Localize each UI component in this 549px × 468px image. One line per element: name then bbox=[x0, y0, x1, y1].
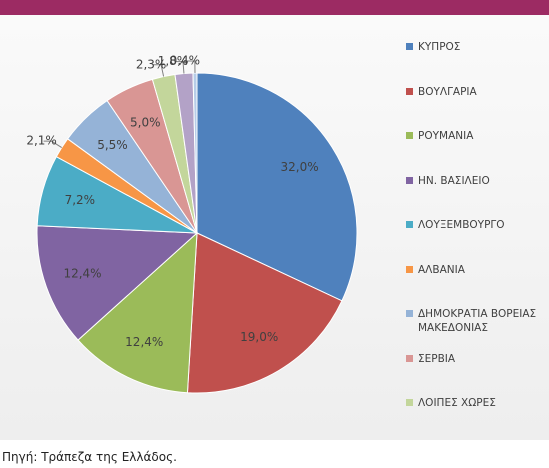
legend-swatch bbox=[406, 87, 413, 95]
pie-slice bbox=[77, 231, 198, 394]
legend-label: ΑΛΒΑΝΙΑ bbox=[418, 263, 465, 276]
legend-swatch bbox=[406, 176, 413, 184]
data-label: 32,0% bbox=[281, 160, 319, 174]
legend-label: ΔΗΜΟΚΡΑΤΙΑ ΒΟΡΕΙΑΣ ΜΑΚΕΔΟΝΙΑΣ bbox=[418, 308, 537, 334]
data-label: 1,8% bbox=[158, 54, 189, 68]
leader-line bbox=[186, 60, 196, 74]
leader-line bbox=[174, 61, 185, 74]
data-label: 5,5% bbox=[97, 138, 128, 152]
legend-swatch bbox=[406, 43, 413, 50]
legend-label: ΡΟΥΜΑΝΙΑ bbox=[418, 130, 474, 142]
legend-swatch bbox=[406, 399, 413, 406]
legend-swatch bbox=[406, 132, 413, 139]
pie-slice bbox=[36, 225, 199, 341]
data-label: 2,3% bbox=[136, 57, 167, 71]
data-label: 2,1% bbox=[26, 134, 57, 148]
legend-label: ΚΥΠΡΟΣ bbox=[418, 41, 461, 53]
legend-swatch bbox=[406, 265, 413, 273]
pie-slice bbox=[196, 72, 358, 302]
header-banner bbox=[0, 0, 549, 15]
legend-label: ΣΕΡΒΙΑ bbox=[418, 352, 456, 365]
data-label: 5,0% bbox=[130, 115, 161, 129]
data-label: 19,0% bbox=[240, 330, 278, 344]
data-label: 0,4% bbox=[170, 54, 201, 68]
leader-line bbox=[43, 140, 62, 148]
pie-slice bbox=[186, 232, 343, 394]
data-label: 12,4% bbox=[63, 266, 101, 280]
legend-swatch bbox=[406, 221, 413, 228]
legend-swatch bbox=[406, 310, 413, 317]
source-note: Πηγή: Τράπεζα της Ελλάδος. bbox=[2, 450, 177, 464]
legend-label: ΒΟΥΛΓΑΡΙΑ bbox=[418, 85, 477, 98]
leader-line bbox=[153, 64, 165, 77]
legend-label: ΛΟΙΠΕΣ ΧΩΡΕΣ bbox=[418, 397, 496, 409]
legend-label: ΗΝ. ΒΑΣΙΛΕΙΟ bbox=[418, 174, 490, 187]
data-label: 12,4% bbox=[125, 335, 163, 349]
legend-swatch bbox=[406, 354, 413, 362]
data-label: 7,2% bbox=[65, 193, 96, 207]
legend-label: ΛΟΥΞΕΜΒΟΥΡΓΟ bbox=[418, 219, 505, 231]
